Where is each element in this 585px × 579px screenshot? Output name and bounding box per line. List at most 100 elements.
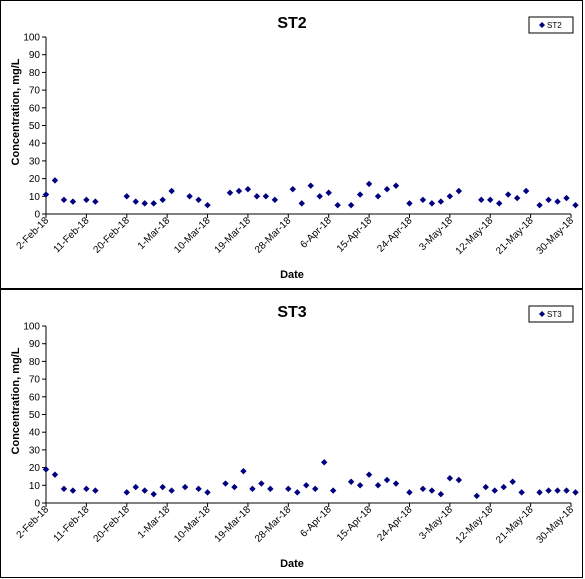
data-point	[226, 189, 234, 196]
data-point	[141, 487, 148, 494]
data-point	[303, 482, 310, 489]
data-point	[374, 193, 382, 200]
data-point	[222, 480, 229, 487]
x-axis-label: Date	[280, 269, 304, 281]
x-tick-label: 21-May-18	[494, 215, 536, 257]
data-point	[446, 475, 454, 482]
data-point	[419, 485, 427, 493]
data-point	[51, 471, 59, 478]
x-tick-label: 24-Apr-18	[375, 215, 415, 255]
data-point	[258, 480, 265, 487]
data-point	[285, 485, 292, 493]
y-axis: 0 10 20 30 40 50 60 70 80 90 100	[23, 322, 47, 510]
data-point	[60, 485, 68, 493]
x-tick-label: 15-Apr-18	[335, 504, 375, 544]
chart-panel-st2: ST2 Concentration, mg/L Date ST2 0 10 20 30…	[0, 0, 583, 289]
data-point	[545, 196, 552, 204]
data-point	[365, 471, 373, 478]
x-tick-label: 19-Mar-18	[213, 504, 254, 545]
data-point	[406, 489, 413, 496]
data-point	[83, 485, 90, 493]
data-point	[365, 180, 373, 188]
data-point	[473, 492, 480, 500]
chart-title: ST2	[277, 15, 306, 32]
x-tick-label: 30-May-18	[535, 504, 577, 546]
data-point	[231, 483, 238, 491]
data-point	[437, 490, 445, 498]
data-point	[522, 187, 530, 195]
data-point	[563, 487, 570, 494]
x-tick-label: 10-Mar-18	[172, 504, 213, 545]
legend-box	[528, 16, 574, 34]
data-point	[83, 196, 90, 204]
y-tick-label: 10	[29, 192, 41, 203]
data-point	[123, 193, 130, 200]
x-tick-label: 3-May-18	[417, 504, 455, 542]
y-tick-label: 70	[29, 375, 41, 386]
data-point	[141, 200, 148, 207]
data-point	[406, 200, 413, 207]
y-tick-label: 20	[29, 463, 41, 474]
data-point	[428, 200, 436, 207]
chart-panel-st3: ST3 Concentration, mg/L Date ST3 0 10 20 30…	[0, 289, 583, 578]
x-tick-label: 28-Mar-18	[253, 504, 294, 545]
x-axis: 2-Feb-18 11-Feb-18 20-Feb-18 1-Mar-18 10-Mar…	[15, 213, 576, 257]
data-point	[298, 200, 305, 207]
data-point	[356, 482, 364, 489]
x-tick-label: 2-Feb-18	[15, 215, 52, 252]
chart-st3: ST3 Concentration, mg/L Date ST3 0 10 20 30…	[10, 304, 579, 570]
data-point	[204, 201, 211, 209]
x-tick-label: 24-Apr-18	[375, 504, 415, 544]
data-point	[374, 482, 382, 489]
legend-marker-icon	[539, 22, 545, 28]
x-tick-label: 1-Mar-18	[136, 215, 173, 252]
data-point	[392, 182, 400, 189]
data-point	[446, 193, 454, 200]
data-point	[307, 182, 314, 189]
x-tick-label: 1-Mar-18	[136, 504, 173, 541]
x-tick-label: 11-Feb-18	[52, 215, 92, 255]
data-point	[491, 487, 498, 494]
x-tick-label: 11-Feb-18	[52, 504, 92, 544]
legend-label: ST3	[547, 310, 562, 319]
x-tick-label: 28-Mar-18	[253, 215, 294, 256]
data-point	[42, 191, 50, 198]
data-point	[455, 187, 463, 195]
data-point	[563, 194, 570, 202]
data-point	[487, 196, 494, 204]
chart-st2: ST2 Concentration, mg/L Date ST2 0 10 20 30…	[10, 15, 579, 281]
chart-title: ST3	[277, 304, 306, 321]
data-point	[253, 193, 261, 200]
y-tick-label: 10	[29, 481, 41, 492]
data-point	[204, 489, 211, 496]
data-point	[69, 198, 77, 205]
data-point	[150, 490, 157, 498]
data-point	[356, 191, 364, 198]
data-point	[69, 487, 77, 494]
x-tick-label: 21-May-18	[494, 504, 536, 546]
data-point	[132, 198, 139, 205]
data-point	[123, 489, 130, 496]
y-tick-label: 50	[29, 410, 41, 421]
data-point	[428, 487, 436, 494]
y-tick-label: 100	[23, 322, 40, 333]
x-tick-label: 6-Apr-18	[299, 215, 335, 251]
data-point	[240, 467, 247, 475]
y-tick-label: 20	[29, 174, 41, 185]
data-point	[536, 201, 543, 209]
data-point	[181, 483, 189, 491]
data-points	[42, 459, 579, 500]
data-point	[496, 200, 503, 207]
data-point	[392, 480, 400, 487]
data-point	[244, 186, 252, 193]
x-tick-label: 10-Mar-18	[172, 215, 213, 256]
y-tick-label: 40	[29, 428, 41, 439]
data-point	[437, 198, 445, 205]
data-point	[383, 186, 391, 193]
data-point	[347, 201, 355, 209]
data-point	[92, 487, 99, 494]
data-point	[150, 200, 157, 207]
y-axis-label: Concentration, mg/L	[10, 347, 22, 454]
y-tick-label: 80	[29, 68, 41, 79]
data-point	[267, 485, 274, 493]
